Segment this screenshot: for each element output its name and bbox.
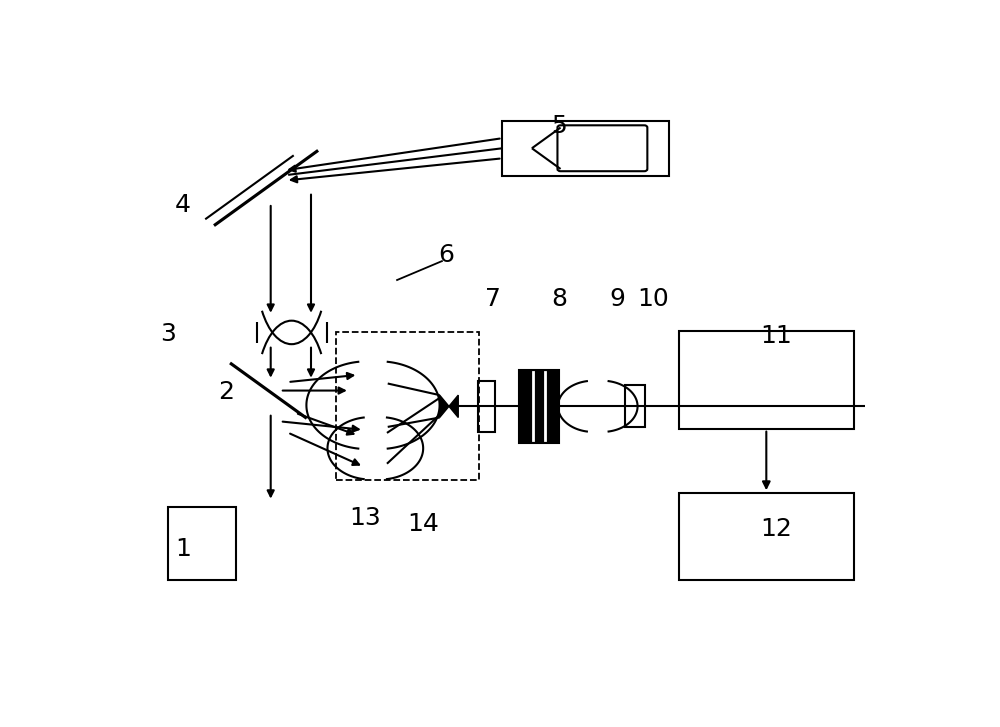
Bar — [679, 331, 854, 429]
Text: 10: 10 — [638, 287, 669, 311]
Bar — [478, 381, 495, 432]
Bar — [625, 385, 645, 427]
Text: 7: 7 — [485, 287, 501, 311]
Polygon shape — [449, 395, 458, 417]
Text: 11: 11 — [760, 324, 792, 348]
Text: 1: 1 — [175, 537, 191, 561]
Text: 8: 8 — [551, 287, 567, 311]
Bar — [168, 507, 236, 580]
Text: 3: 3 — [160, 321, 176, 345]
Text: 14: 14 — [407, 512, 439, 536]
Text: 4: 4 — [175, 193, 191, 217]
Text: 13: 13 — [349, 506, 381, 530]
Text: 5: 5 — [551, 114, 567, 138]
Text: 9: 9 — [609, 287, 625, 311]
Text: 12: 12 — [760, 518, 792, 542]
Text: 6: 6 — [439, 243, 455, 268]
Bar — [519, 370, 559, 443]
Bar — [679, 493, 854, 580]
Polygon shape — [440, 395, 449, 417]
Text: 2: 2 — [218, 380, 234, 404]
Bar — [502, 121, 669, 176]
Bar — [336, 332, 479, 481]
